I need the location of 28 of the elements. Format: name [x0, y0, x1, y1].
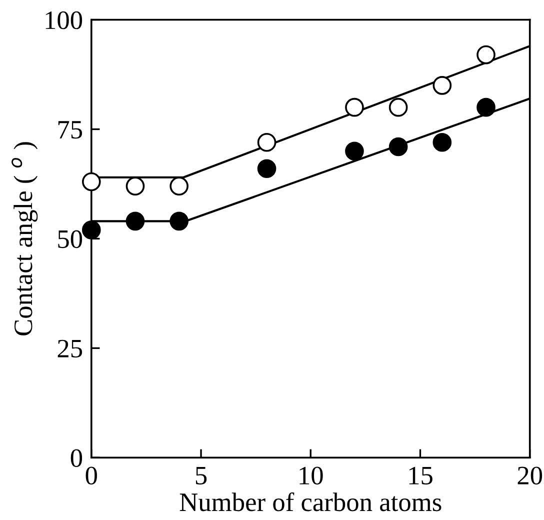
point: [82, 220, 101, 240]
point: [345, 98, 364, 117]
point: [82, 172, 101, 192]
x-tick-label: 15: [409, 466, 432, 485]
y-tick-label: 0: [70, 449, 82, 468]
x-axis-title: Number of carbon atoms: [180, 492, 442, 512]
point: [126, 212, 145, 231]
point: [345, 142, 364, 161]
point: [388, 98, 408, 117]
point: [257, 132, 276, 152]
point: [388, 137, 408, 156]
point: [170, 212, 188, 231]
point: [257, 159, 276, 178]
x-tick-label: 0: [86, 466, 97, 485]
x-tick-label: 20: [518, 466, 542, 485]
x-tick-label: 5: [196, 466, 207, 485]
y-tick-label: 50: [58, 230, 82, 248]
point: [476, 45, 496, 64]
y-tick-label: 75: [58, 121, 82, 139]
point: [432, 132, 452, 152]
point: [432, 76, 452, 95]
y-axis-title: Contact angle ( $^{o}$ ): [12, 142, 38, 336]
y-tick-label: 100: [46, 11, 82, 30]
point: [126, 176, 145, 196]
point: [476, 98, 496, 117]
x-tick-label: 10: [300, 466, 323, 485]
y-tick-label: 25: [58, 340, 82, 358]
point: [170, 176, 188, 196]
